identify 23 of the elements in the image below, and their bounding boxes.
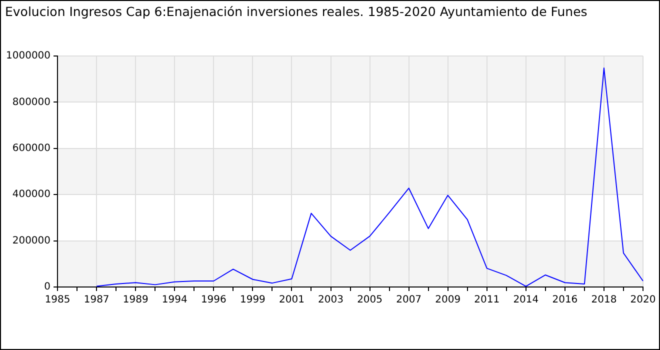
y-tick-label: 400000 bbox=[12, 189, 51, 200]
chart-title: Evolucion Ingresos Cap 6:Enajenación inversiones reales. 1985-2020 Ayuntamiento de Funes bbox=[5, 4, 588, 19]
x-tick-label: 2003 bbox=[318, 294, 344, 306]
x-tick-label: 1987 bbox=[84, 294, 110, 306]
y-tick-label: 200000 bbox=[12, 235, 51, 246]
x-tick-label: 2001 bbox=[278, 294, 304, 306]
x-tick-label: 1999 bbox=[240, 294, 266, 306]
x-tick-label: 2018 bbox=[591, 294, 617, 306]
y-tick-label: 1000000 bbox=[6, 50, 51, 62]
x-tick-label: 1985 bbox=[44, 294, 70, 306]
x-tick-label: 2020 bbox=[630, 294, 656, 306]
x-tick-label: 2009 bbox=[435, 294, 461, 306]
x-tick-label: 1996 bbox=[200, 294, 226, 306]
x-tick-label: 2014 bbox=[513, 294, 539, 306]
x-tick-label: 1989 bbox=[122, 294, 148, 306]
x-tick-label: 2007 bbox=[396, 294, 422, 306]
x-tick-label: 2011 bbox=[474, 294, 500, 306]
x-tick-label: 1994 bbox=[162, 294, 188, 306]
y-tick-label: 800000 bbox=[12, 96, 51, 108]
y-tick-label: 600000 bbox=[12, 142, 51, 154]
x-tick-label: 2005 bbox=[357, 294, 383, 306]
x-tick-label: 2016 bbox=[552, 294, 578, 306]
y-tick-label: 0 bbox=[44, 282, 51, 293]
